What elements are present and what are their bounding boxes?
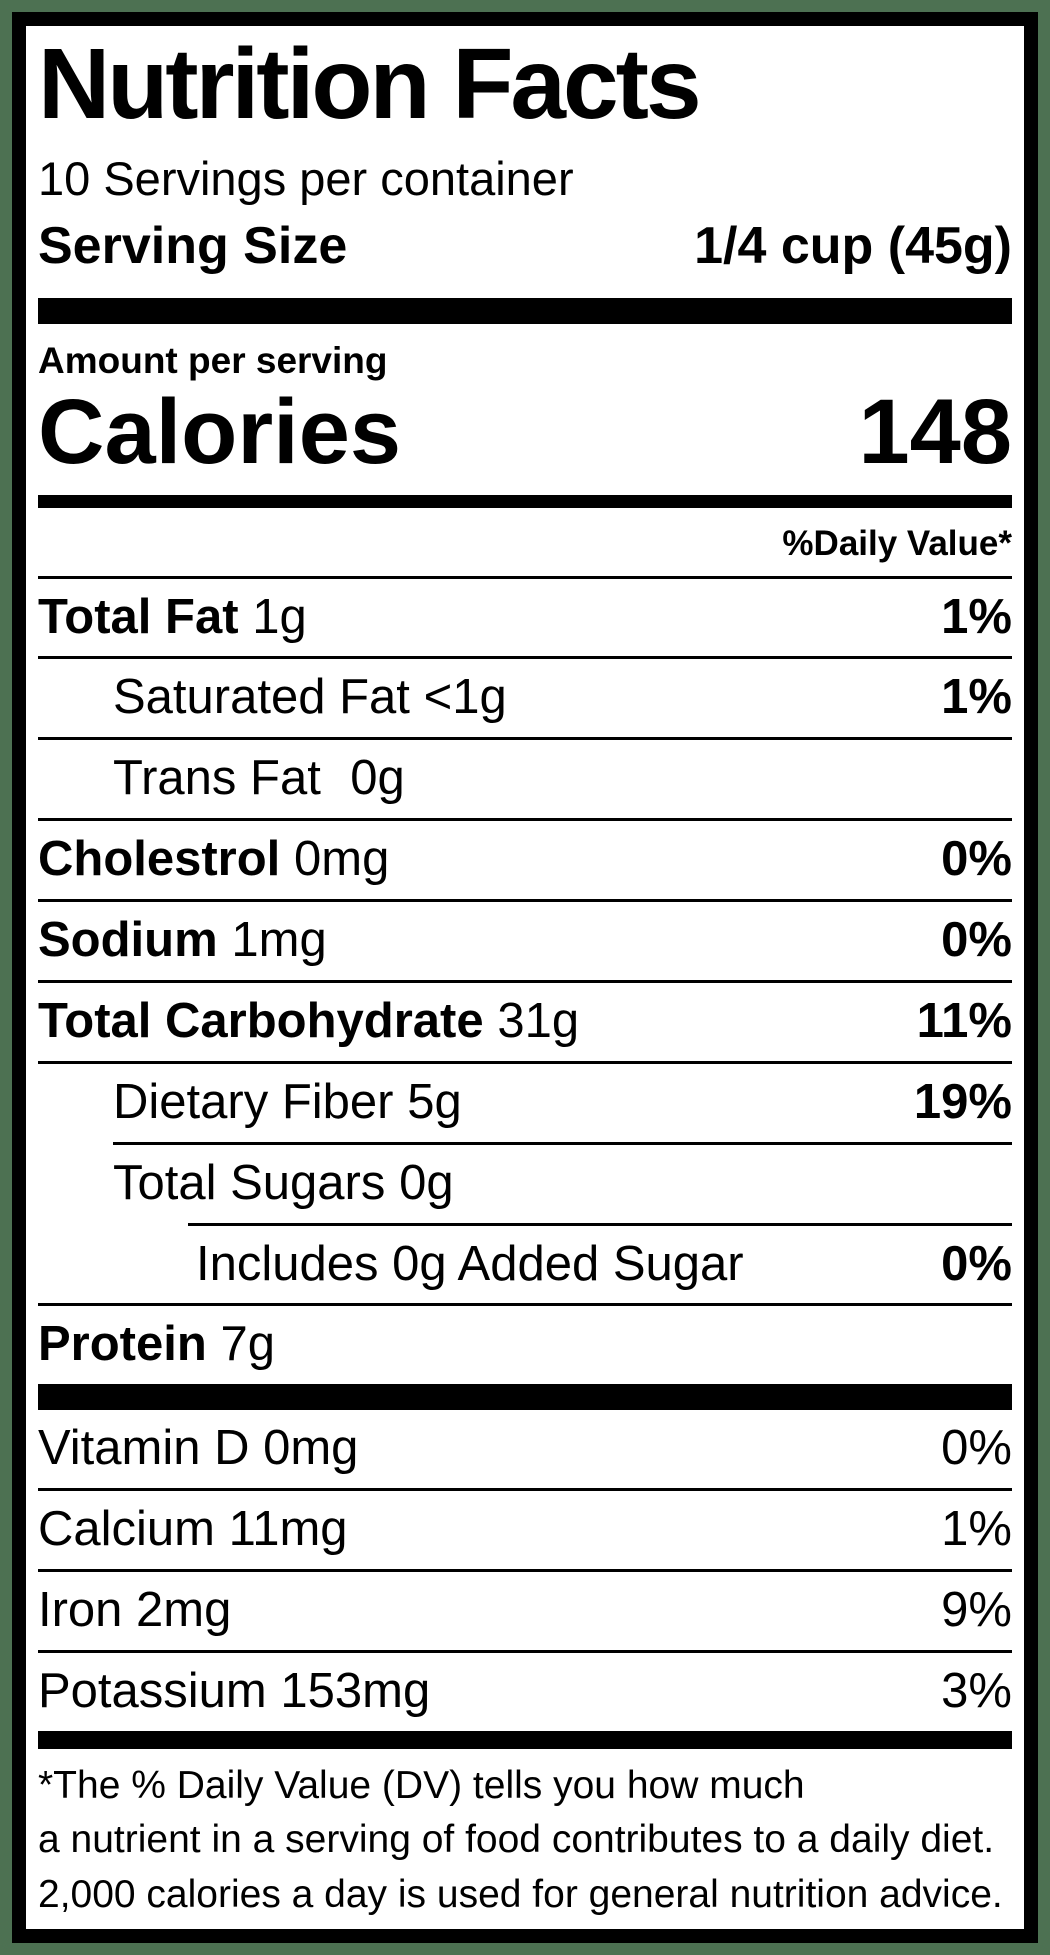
amount-per-serving-label: Amount per serving xyxy=(38,340,388,381)
nutrient-name: Dietary Fiber xyxy=(113,1074,394,1129)
micronutrient-name: Potassium 153mg xyxy=(38,1663,431,1718)
nutrient-row-total-sugars: Total Sugars 0g xyxy=(113,1141,1012,1223)
nutrient-amount: 1g xyxy=(252,589,307,644)
micronutrient-row-calcium: Calcium 11mg 1% xyxy=(38,1488,1012,1569)
serving-size-row: Serving Size 1/4 cup (45g) xyxy=(38,216,1012,276)
calories-value: 148 xyxy=(858,381,1013,483)
nutrient-dv: 19% xyxy=(913,1074,1012,1129)
nutrient-dv: 0% xyxy=(941,1236,1012,1291)
nutrient-name-group: Sodium 1mg xyxy=(38,913,327,968)
footnote-line: 2,000 calories a day is used for general… xyxy=(38,1873,1003,1917)
separator-bar-thick-top xyxy=(38,298,1012,324)
footnote-line: *The % Daily Value (DV) tells you how mu… xyxy=(38,1763,805,1807)
nutrient-name-group: Trans Fat 0g xyxy=(38,751,405,806)
calories-label: Calories xyxy=(38,381,402,483)
nutrient-dv: 1% xyxy=(941,670,1012,725)
nutrient-name-group: Saturated Fat <1g xyxy=(38,670,507,725)
servings-per-container: 10 Servings per container xyxy=(38,152,574,205)
micronutrient-dv: 9% xyxy=(941,1583,1012,1638)
nutrient-amount: 31g xyxy=(497,993,580,1048)
nutrient-name: Saturated Fat xyxy=(113,670,410,725)
nutrient-row-dietary-fiber: Dietary Fiber 5g 19% xyxy=(38,1060,1012,1142)
calories-row: Calories 148 xyxy=(38,384,1012,481)
separator-bar-thick-middle xyxy=(38,1384,1012,1411)
serving-size-label: Serving Size xyxy=(38,217,348,275)
nutrient-row-added-sugar: Includes 0g Added Sugar 0% xyxy=(188,1222,1012,1304)
separator-bar-thick-bottom xyxy=(38,1730,1012,1749)
nutrient-name: Includes 0g Added Sugar xyxy=(196,1236,744,1291)
nutrient-name: Protein xyxy=(38,1317,207,1372)
nutrient-name: Cholestrol xyxy=(38,832,281,887)
footnote-line: a nutrient in a serving of food contribu… xyxy=(38,1818,995,1862)
nutrient-name-group: Protein 7g xyxy=(38,1317,275,1372)
micronutrient-name: Vitamin D 0mg xyxy=(38,1421,359,1476)
nutrient-name: Trans Fat xyxy=(113,751,321,806)
nutrient-dv: 0% xyxy=(941,832,1012,887)
micronutrient-row-iron: Iron 2mg 9% xyxy=(38,1569,1012,1650)
nutrient-name-group: Total Fat 1g xyxy=(38,590,307,645)
nutrient-row-trans-fat: Trans Fat 0g xyxy=(38,737,1012,818)
micronutrient-name: Calcium 11mg xyxy=(38,1502,348,1557)
nutrient-name: Total Carbohydrate xyxy=(38,993,484,1048)
nutrient-name-group: Includes 0g Added Sugar xyxy=(188,1237,744,1292)
nutrient-row-total-carbohydrate: Total Carbohydrate 31g 11% xyxy=(38,979,1012,1061)
nutrient-amount: 0g xyxy=(399,1155,454,1210)
nutrient-name: Sodium xyxy=(38,913,218,968)
nutrient-amount: 0g xyxy=(350,751,405,806)
nutrient-row-saturated-fat: Saturated Fat <1g 1% xyxy=(38,656,1012,737)
label-title: Nutrition Facts xyxy=(38,28,702,140)
nutrient-name-group: Dietary Fiber 5g xyxy=(38,1075,462,1130)
nutrient-name: Total Fat xyxy=(38,589,239,644)
nutrient-dv: 1% xyxy=(941,589,1012,644)
micronutrient-dv: 1% xyxy=(941,1502,1012,1557)
nutrient-row-protein: Protein 7g xyxy=(38,1303,1012,1384)
micronutrient-row-vitamin-d: Vitamin D 0mg 0% xyxy=(38,1410,1012,1488)
daily-value-header: %Daily Value* xyxy=(782,523,1012,563)
nutrient-name: Total Sugars xyxy=(113,1155,386,1210)
micronutrient-dv: 3% xyxy=(941,1663,1012,1718)
nutrient-amount: 0mg xyxy=(294,832,390,887)
micronutrient-name: Iron 2mg xyxy=(38,1583,232,1638)
nutrient-amount: 7g xyxy=(220,1317,276,1372)
micronutrient-dv: 0% xyxy=(941,1421,1012,1476)
micronutrient-row-potassium: Potassium 153mg 3% xyxy=(38,1649,1012,1731)
nutrient-row-sodium: Sodium 1mg 0% xyxy=(38,899,1012,980)
serving-size-value: 1/4 cup (45g) xyxy=(694,217,1012,275)
nutrient-row-total-fat: Total Fat 1g 1% xyxy=(38,575,1012,657)
footnote: *The % Daily Value (DV) tells you how mu… xyxy=(38,1749,1012,1923)
nutrient-name-group: Total Carbohydrate 31g xyxy=(38,994,579,1049)
nutrient-amount: 1mg xyxy=(231,913,327,968)
nutrient-row-cholestrol: Cholestrol 0mg 0% xyxy=(38,818,1012,899)
nutrition-facts-label: Nutrition Facts 10 Servings per containe… xyxy=(12,12,1038,1943)
nutrient-name-group: Total Sugars 0g xyxy=(113,1156,454,1211)
nutrient-name-group: Cholestrol 0mg xyxy=(38,832,389,887)
nutrient-amount: <1g xyxy=(423,670,507,725)
nutrient-amount: 5g xyxy=(407,1074,462,1129)
nutrient-dv: 11% xyxy=(916,993,1012,1048)
nutrient-dv: 0% xyxy=(941,913,1012,968)
separator-bar-medium xyxy=(38,494,1012,508)
